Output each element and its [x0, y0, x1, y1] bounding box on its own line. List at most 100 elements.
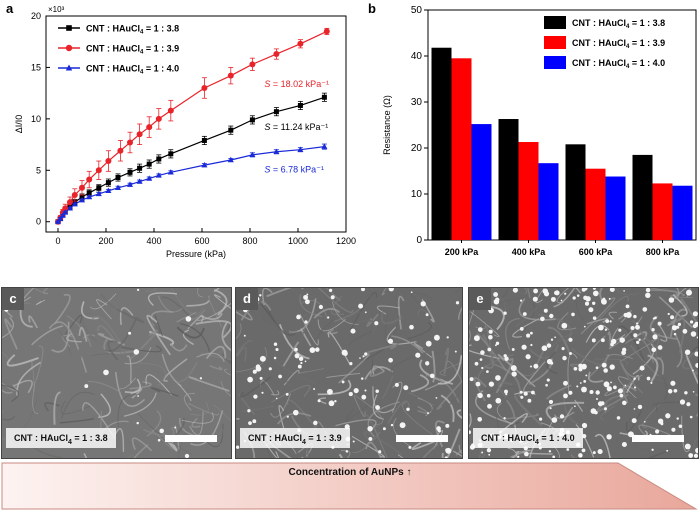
nanotube-fiber [431, 350, 436, 383]
nanotube-fiber [213, 404, 231, 422]
gold-nanoparticle [437, 429, 441, 433]
legend-swatch [544, 56, 566, 69]
gold-nanoparticle [273, 356, 277, 360]
nanotube-fiber [456, 409, 462, 420]
gold-nanoparticle [243, 334, 246, 337]
gold-nanoparticle [574, 405, 576, 408]
gold-nanoparticle [406, 407, 410, 412]
nanotube-fiber [681, 348, 698, 370]
y-tick-label: 0 [36, 217, 41, 227]
gold-nanoparticle [636, 322, 639, 325]
nanotube-fiber [657, 356, 664, 375]
gold-nanoparticle [666, 449, 669, 452]
gold-nanoparticle [660, 422, 664, 426]
nanotube-fiber [397, 295, 405, 330]
data-point [55, 218, 61, 224]
nanotube-fiber [648, 450, 670, 458]
nanotube-fiber [680, 298, 698, 324]
nanotube-fiber [124, 378, 141, 394]
gold-nanoparticle [676, 417, 679, 420]
gold-nanoparticle [309, 347, 316, 353]
nanotube-fiber [615, 288, 639, 296]
gold-nanoparticle [581, 363, 587, 370]
nanotube-fiber [429, 444, 433, 458]
gold-nanoparticle [621, 441, 627, 448]
nanotube-fiber [622, 381, 632, 394]
gold-nanoparticle [692, 311, 698, 317]
gold-nanoparticle [247, 409, 251, 413]
nanotube-fiber [327, 329, 338, 335]
gold-nanoparticle [639, 365, 645, 371]
gold-nanoparticle [403, 385, 409, 391]
x-tick-label: 200 kPa [445, 247, 480, 257]
data-point [201, 137, 207, 143]
data-point [297, 146, 304, 152]
slope-annotation: S = 18.02 kPa⁻¹ [264, 79, 329, 89]
gold-nanoparticle [571, 312, 575, 317]
nanotube-fiber [575, 288, 582, 294]
gold-nanoparticle [469, 377, 474, 382]
data-point [146, 161, 152, 167]
gold-nanoparticle [362, 355, 365, 358]
gold-nanoparticle [159, 428, 164, 434]
gold-nanoparticle [605, 319, 610, 324]
gold-nanoparticle [374, 321, 379, 326]
nanotube-fiber [585, 325, 610, 343]
nanotube-fiber [638, 424, 672, 438]
gold-nanoparticle [286, 415, 289, 418]
gold-nanoparticle [259, 355, 266, 362]
gold-nanoparticle [692, 390, 695, 393]
nanotube-fiber [369, 365, 385, 377]
nanotube-fiber [586, 317, 609, 325]
nanotube-fiber [402, 402, 433, 435]
gold-nanoparticle [532, 296, 538, 302]
nanotube-fiber [666, 317, 682, 327]
arrow-label: Concentration of AuNPs ↑ [288, 467, 412, 478]
plot-frame [427, 9, 697, 241]
gold-nanoparticle [529, 365, 533, 368]
nanotube-fiber [266, 288, 304, 298]
gold-nanoparticle [651, 328, 655, 332]
gold-nanoparticle [631, 418, 637, 424]
gold-nanoparticle [591, 338, 596, 343]
nanotube-fiber [595, 414, 629, 423]
gold-nanoparticle [481, 451, 484, 454]
gold-nanoparticle [608, 297, 611, 300]
gold-nanoparticle [427, 412, 429, 415]
gold-nanoparticle [511, 348, 515, 351]
gold-nanoparticle [486, 370, 489, 373]
bar [498, 119, 519, 240]
nanotube-fiber [188, 376, 230, 392]
nanotube-fiber [351, 435, 386, 458]
gold-nanoparticle [352, 440, 355, 443]
gold-nanoparticle [619, 393, 624, 398]
panel-letter-b: b [368, 1, 376, 16]
nanotube-fiber [116, 308, 145, 324]
gold-nanoparticle [479, 358, 483, 361]
gold-nanoparticle [667, 389, 673, 394]
nanotube-fiber [126, 355, 132, 384]
nanotube-fiber [381, 288, 387, 296]
nanotube-fiber [21, 288, 35, 302]
legend-swatch [544, 16, 566, 29]
gold-nanoparticle [581, 386, 587, 393]
nanotube-fiber [313, 308, 341, 319]
data-point [71, 201, 78, 207]
gold-nanoparticle [609, 320, 612, 323]
nanotube-fiber [529, 344, 560, 359]
gold-nanoparticle [399, 422, 406, 429]
nanotube-fiber [59, 417, 95, 424]
gold-nanoparticle [589, 389, 594, 395]
gold-nanoparticle [670, 380, 676, 386]
gold-nanoparticle [296, 314, 301, 320]
x-tick-label: 1200 [336, 236, 356, 246]
gold-nanoparticle [677, 322, 682, 327]
gold-nanoparticle [597, 449, 603, 455]
gold-nanoparticle [504, 356, 509, 361]
nanotube-fiber [407, 321, 432, 340]
gold-nanoparticle [688, 453, 694, 458]
data-point [155, 172, 162, 178]
gold-nanoparticle [559, 414, 565, 419]
nanotube-fiber [527, 288, 531, 299]
data-point [95, 190, 102, 197]
